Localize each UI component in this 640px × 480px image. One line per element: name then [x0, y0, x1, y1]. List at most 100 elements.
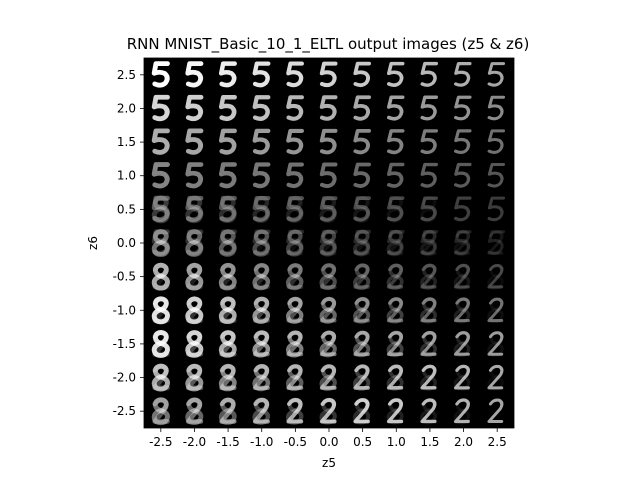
digit-stroke	[185, 330, 204, 357]
digit-cell	[454, 62, 472, 87]
digit-stroke	[386, 330, 404, 356]
digit-stroke	[489, 263, 504, 278]
digit-stroke	[420, 263, 437, 289]
digit-stroke	[151, 128, 170, 155]
digit-cell	[453, 263, 471, 290]
digit-stroke	[453, 274, 471, 290]
digit-stroke	[353, 129, 371, 155]
x-tick-label: 1.5	[420, 435, 439, 449]
digit-stroke	[420, 398, 437, 424]
digit-stroke	[185, 263, 204, 290]
digit-stroke	[388, 196, 404, 211]
digit-stroke	[422, 263, 437, 278]
digit-stroke	[453, 398, 470, 424]
digit-cell	[319, 364, 337, 392]
digit-stroke	[218, 95, 237, 122]
digit-stroke	[353, 61, 371, 88]
digit-stroke	[220, 229, 236, 245]
y-tick-label: 2.0	[117, 101, 136, 115]
digit-stroke	[319, 240, 337, 257]
digit-stroke	[354, 330, 370, 346]
digit-stroke	[285, 341, 304, 358]
digit-stroke	[286, 263, 304, 289]
digit-stroke	[252, 206, 271, 224]
digit-cell	[218, 195, 237, 224]
digit-cell	[353, 364, 371, 391]
digit-cell	[252, 95, 271, 121]
digit-cell	[487, 62, 506, 87]
digit-stroke	[253, 262, 270, 279]
digit-stroke	[353, 95, 371, 121]
digit-cell	[487, 398, 504, 423]
digit-cell	[353, 263, 371, 291]
x-tick-label: -2.0	[183, 435, 206, 449]
digit-cell	[420, 61, 439, 87]
digit-cell	[286, 162, 304, 189]
digit-stroke	[420, 240, 437, 257]
digit-cell	[285, 229, 304, 257]
digit-stroke	[455, 229, 471, 244]
chart-title: RNN MNIST_Basic_10_1_ELTL output images …	[127, 35, 530, 54]
digit-stroke	[455, 263, 471, 278]
digit-stroke	[286, 229, 304, 256]
digit-cell	[185, 363, 204, 392]
digit-stroke	[285, 273, 304, 291]
digit-stroke	[353, 274, 371, 291]
digit-stroke	[286, 196, 304, 222]
digit-stroke	[420, 230, 437, 255]
digit-stroke	[420, 230, 439, 256]
digit-stroke	[319, 274, 337, 291]
digit-cell	[487, 129, 506, 154]
y-tick-label: 0.5	[117, 202, 136, 216]
digit-stroke	[387, 196, 405, 222]
digit-stroke	[319, 61, 338, 88]
digit-stroke	[151, 374, 170, 392]
digit-stroke	[286, 162, 304, 189]
digit-cell	[319, 128, 338, 155]
digit-cell	[487, 95, 506, 121]
x-tick-label: 0.0	[319, 435, 338, 449]
digit-cell	[487, 263, 504, 290]
digit-cell	[285, 263, 304, 291]
digit-stroke	[252, 162, 271, 189]
digit-stroke	[218, 374, 237, 392]
digit-cell	[252, 397, 271, 425]
digit-cell	[218, 262, 237, 291]
digit-stroke	[487, 163, 506, 188]
y-tick-label: -1.5	[113, 337, 136, 351]
digit-cell	[453, 297, 471, 324]
digit-cell	[151, 128, 170, 155]
digit-stroke	[353, 162, 371, 188]
digit-stroke	[487, 230, 506, 255]
digit-stroke	[420, 331, 437, 356]
digit-cell	[319, 61, 338, 88]
y-axis-label: z6	[86, 236, 100, 250]
digit-stroke	[252, 307, 271, 324]
digit-cell	[319, 95, 338, 121]
digit-cell	[420, 297, 437, 324]
digit-stroke	[487, 364, 504, 390]
digit-stroke	[185, 296, 204, 323]
digit-stroke	[353, 364, 370, 390]
digit-cell	[453, 330, 471, 358]
digit-stroke	[319, 196, 338, 222]
digit-stroke	[453, 240, 471, 257]
digit-cell	[185, 262, 204, 291]
digit-stroke	[420, 129, 439, 155]
digit-cell	[387, 61, 405, 87]
digit-stroke	[151, 195, 170, 223]
digit-stroke	[388, 296, 404, 312]
digit-stroke	[287, 263, 303, 279]
digit-stroke	[218, 341, 237, 358]
digit-cell	[386, 296, 404, 324]
digit-stroke	[286, 229, 304, 256]
digit-stroke	[353, 398, 370, 424]
digit-stroke	[386, 206, 404, 223]
digit-stroke	[218, 307, 237, 325]
digit-cell	[454, 162, 472, 188]
digit-cell	[319, 162, 338, 189]
digit-cell	[353, 129, 371, 155]
digit-cell	[386, 364, 404, 391]
digit-cell	[218, 296, 237, 325]
x-tick-label: 2.5	[488, 435, 507, 449]
